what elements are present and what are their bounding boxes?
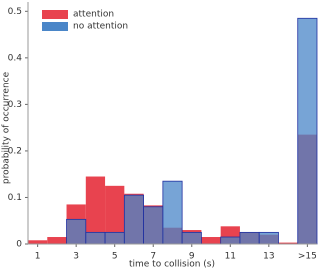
bar bbox=[220, 236, 241, 245]
y-axis-label: probability of occurrence bbox=[2, 71, 12, 184]
bar bbox=[201, 237, 221, 244]
x-tick-label: 9 bbox=[189, 252, 195, 262]
x-tick-label: >15 bbox=[298, 252, 317, 262]
bar bbox=[104, 231, 125, 245]
y-tick-label: 0.3 bbox=[8, 100, 22, 110]
legend-label: attention bbox=[73, 10, 114, 20]
y-tick-label: 0.1 bbox=[8, 193, 22, 203]
x-axis-label: time to collision (s) bbox=[129, 260, 215, 270]
y-tick-label: 0.2 bbox=[8, 146, 22, 156]
bar bbox=[239, 231, 260, 245]
bar bbox=[28, 240, 48, 244]
y-tick-label: 0.4 bbox=[8, 53, 23, 63]
bar bbox=[66, 218, 87, 245]
y-tick-label: 0.5 bbox=[8, 7, 22, 17]
y-tick-label: 0 bbox=[16, 240, 22, 250]
bar bbox=[143, 206, 164, 245]
x-tick-label: 3 bbox=[73, 252, 79, 262]
bar bbox=[258, 231, 279, 245]
bar bbox=[181, 231, 202, 245]
bar bbox=[162, 180, 183, 245]
x-tick-label: 1 bbox=[35, 252, 41, 262]
bar bbox=[297, 17, 318, 245]
bar bbox=[278, 242, 298, 244]
x-tick-label: 11 bbox=[225, 252, 236, 262]
x-tick-label: 13 bbox=[263, 252, 274, 262]
bar bbox=[85, 176, 106, 244]
legend-label: no attention bbox=[73, 22, 128, 32]
bar bbox=[123, 194, 145, 245]
bar bbox=[47, 237, 67, 244]
x-tick-label: 7 bbox=[150, 252, 156, 262]
x-tick-label: 5 bbox=[112, 252, 118, 262]
legend-swatch bbox=[42, 22, 68, 31]
legend-swatch bbox=[42, 10, 68, 19]
bar bbox=[105, 185, 125, 244]
bar bbox=[85, 231, 106, 245]
